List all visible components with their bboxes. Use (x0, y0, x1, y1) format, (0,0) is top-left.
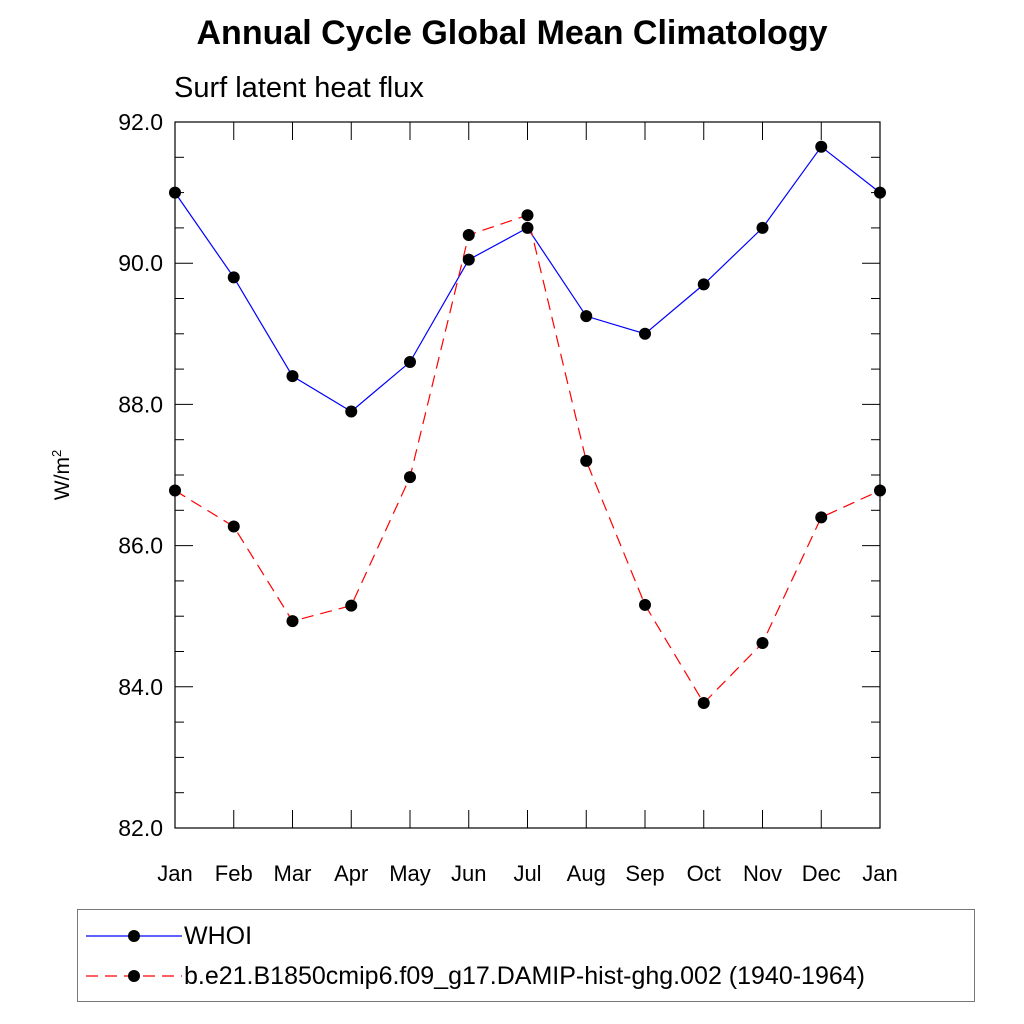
x-tick-label: May (389, 861, 431, 886)
x-tick-label: Jun (451, 861, 486, 886)
x-tick-label: Dec (802, 861, 841, 886)
y-tick-label: 88.0 (118, 391, 163, 417)
data-point-series-1 (874, 484, 886, 497)
data-point-series-1 (815, 511, 828, 524)
data-point-series-0 (286, 370, 299, 383)
data-point-series-0 (580, 310, 593, 323)
data-point-series-0 (462, 253, 475, 266)
y-tick-label: 92.0 (118, 109, 163, 135)
data-point-series-1 (227, 520, 240, 533)
x-tick-label: Jul (513, 861, 541, 886)
y-tick-label: 82.0 (118, 815, 163, 841)
x-tick-label: Jan (157, 861, 192, 886)
legend-item-whoi: WHOI (78, 916, 974, 956)
data-point-series-1 (639, 598, 651, 611)
data-point-series-0 (756, 221, 769, 234)
y-tick-label: 90.0 (118, 250, 163, 276)
x-tick-label: Jan (862, 861, 897, 886)
data-point-series-1 (756, 637, 769, 650)
x-tick-label: Nov (743, 861, 782, 886)
y-axis-label-text: W/m (51, 457, 74, 501)
y-axis-label: W/m2 (49, 450, 75, 500)
data-point-series-1 (286, 615, 299, 628)
data-point-series-1 (697, 697, 710, 710)
legend-item-model: b.e21.B1850cmip6.f09_g17.DAMIP-hist-ghg.… (78, 956, 974, 996)
data-point-series-1 (404, 471, 416, 484)
legend-label-model: b.e21.B1850cmip6.f09_g17.DAMIP-hist-ghg.… (184, 962, 865, 990)
data-point-series-0 (639, 327, 651, 340)
data-point-series-1 (345, 599, 358, 612)
series-line-1 (174, 214, 881, 705)
data-point-series-1 (169, 484, 181, 497)
data-point-series-0 (521, 221, 534, 234)
x-tick-label: Oct (687, 861, 721, 886)
y-tick-label: 86.0 (118, 533, 163, 559)
x-tick-label: Feb (215, 861, 253, 886)
data-point-series-0 (404, 356, 416, 369)
x-tick-label: Apr (334, 861, 368, 886)
y-axis-label-superscript: 2 (49, 449, 64, 458)
data-point-series-0 (697, 278, 710, 291)
x-tick-label: Aug (567, 861, 606, 886)
data-point-series-1 (462, 228, 475, 241)
chart-title: Annual Cycle Global Mean Climatology (196, 14, 828, 52)
data-point-series-0 (815, 140, 828, 153)
data-point-series-1 (521, 209, 534, 222)
series-line-0 (174, 145, 881, 413)
legend-swatch-model (86, 970, 182, 982)
x-tick-label: Sep (625, 861, 664, 886)
chart-subtitle: Surf latent heat flux (174, 72, 424, 104)
data-point-series-0 (227, 271, 240, 284)
y-tick-label: 84.0 (118, 674, 163, 700)
legend-swatch-whoi (86, 930, 182, 942)
data-point-series-1 (580, 454, 593, 467)
x-tick-label: Mar (274, 861, 312, 886)
data-point-series-0 (169, 186, 181, 199)
legend-label-whoi: WHOI (184, 922, 253, 950)
data-point-series-0 (345, 405, 358, 418)
legend: WHOI b.e21.B1850cmip6.f09_g17.DAMIP-hist… (77, 909, 975, 1002)
data-point-series-0 (874, 186, 886, 199)
